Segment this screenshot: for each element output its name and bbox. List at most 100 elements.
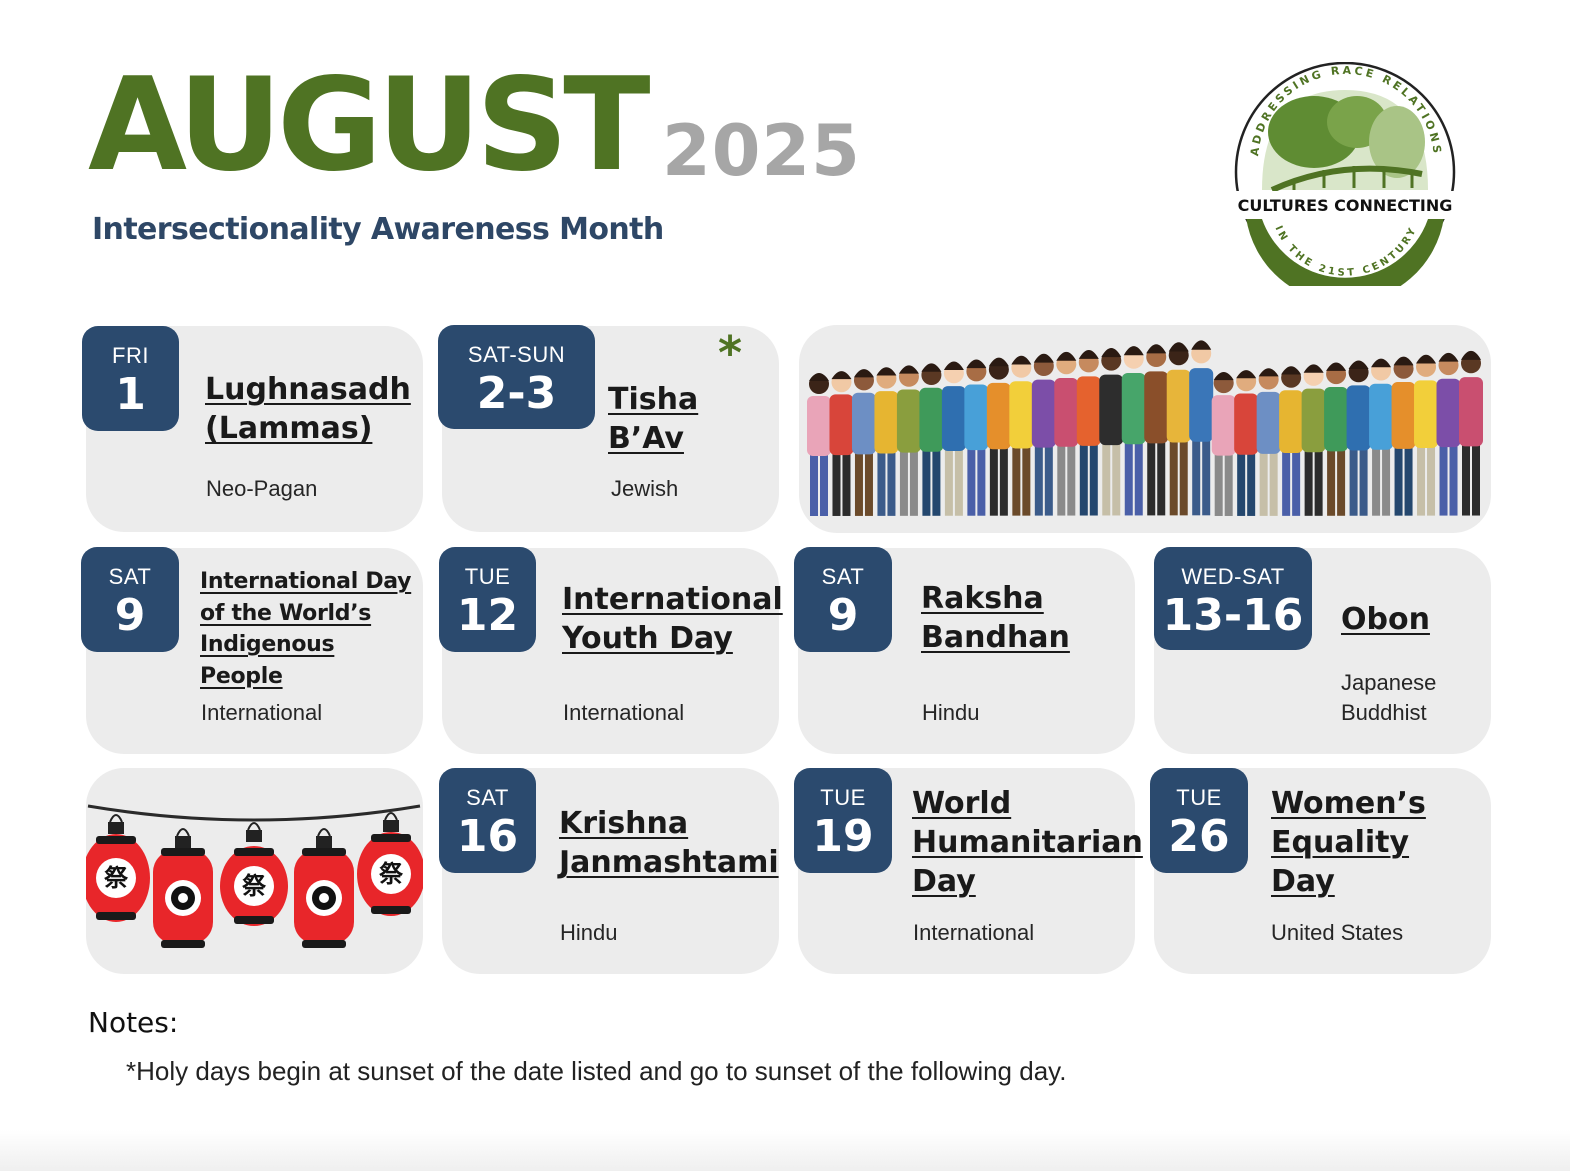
badge-weekday: SAT (821, 564, 865, 589)
svg-text:CULTURES CONNECTING: CULTURES CONNECTING (1238, 196, 1453, 215)
crowd-person-shape (921, 363, 942, 372)
crowd-person-shape (1157, 438, 1166, 516)
svg-text:祭: 祭 (242, 872, 267, 900)
event-tradition: Jewish (611, 476, 679, 501)
event-card-international-youth-day: TUE 12 International Youth Day Internatio… (439, 547, 783, 754)
crowd-person-shape (1214, 451, 1223, 516)
crowd-person-shape (1099, 374, 1124, 446)
crowd-person-shape (864, 449, 873, 516)
crowd-person-shape (919, 387, 944, 452)
badge-weekday: TUE (1176, 785, 1222, 810)
crowd-person-shape (1236, 370, 1257, 379)
crowd-person-shape (1427, 442, 1436, 516)
crowd-person-shape (809, 373, 829, 381)
date-badge: SAT 9 (81, 547, 179, 652)
crowd-person-shape (1304, 447, 1313, 516)
crowd-person-shape (1462, 441, 1470, 516)
event-tradition: International (201, 700, 323, 725)
crowd-person-shape (810, 451, 818, 516)
event-card-krishna-janmashtami: SAT 16 Krishna Janmashtami Hindu (439, 768, 779, 974)
event-title-link[interactable]: Lughnasadh (Lammas) (205, 372, 411, 446)
crowd-person-shape (1324, 386, 1349, 452)
crowd-person-shape (909, 447, 918, 516)
crowd-person-shape (1101, 348, 1122, 358)
badge-weekday: SAT-SUN (467, 342, 566, 367)
crowd-person-shape (1033, 353, 1054, 363)
date-badge: TUE 12 (439, 547, 536, 652)
crowd-person-shape (1102, 439, 1111, 516)
japanese-lanterns-illustration: 祭 祭 祭 (86, 768, 423, 974)
lantern: 祭 (220, 822, 288, 926)
crowd-person-shape (1202, 436, 1211, 516)
crowd-person-shape (1123, 346, 1144, 356)
crowd-person-shape (874, 391, 899, 454)
crowd-person-shape (1057, 441, 1066, 516)
crowd-person-shape (1348, 360, 1369, 370)
crowd-person-shape (1089, 440, 1098, 516)
crowd-person-shape (1292, 448, 1301, 516)
crowd-person-shape (1438, 352, 1459, 362)
badge-date: 2-3 (476, 368, 557, 419)
event-card-obon: WED-SAT 13-16 Obon Japanese Buddhist (1154, 547, 1491, 754)
event-card-lughnasadh: FRI 1 Lughnasadh (Lammas) Neo-Pagan (82, 326, 423, 532)
crowd-person-shape (999, 444, 1008, 516)
crowd-person-shape (1067, 441, 1076, 516)
year-title: 2025 (662, 110, 861, 192)
badge-weekday: TUE (464, 564, 511, 589)
crowd-person-shape (954, 446, 963, 516)
crowd-person-shape (1391, 382, 1416, 449)
event-card-world-humanitarian-day: TUE 19 World Humanitarian Day Internationa… (794, 768, 1143, 974)
date-badge: TUE 26 (1150, 768, 1248, 873)
crowd-person-shape (1022, 443, 1031, 516)
month-title: AUGUST (88, 51, 651, 200)
svg-text:祭: 祭 (104, 864, 129, 892)
crowd-person-shape (1449, 442, 1458, 516)
crowd-person-shape (941, 386, 966, 451)
crowd-person-shape (1076, 376, 1101, 446)
crowd-person-shape (986, 382, 1011, 450)
crowd-person-shape (1279, 390, 1304, 454)
event-title-link[interactable]: International Day of the World’s Indigenou… (200, 569, 412, 689)
badge-date: 1 (115, 369, 146, 420)
crowd-person-shape (1112, 439, 1121, 516)
date-badge: SAT-SUN 2-3 (438, 325, 595, 429)
crowd-person-shape (1012, 443, 1021, 516)
date-badge: TUE 19 (794, 768, 892, 873)
crowd-person-shape (853, 369, 874, 378)
diverse-people-illustration (799, 325, 1491, 533)
event-tradition: Japanese Buddhist (1341, 670, 1437, 725)
lanterns-image: 祭 祭 祭 (86, 804, 423, 948)
event-tradition: Neo-Pagan (206, 476, 318, 501)
event-title-link[interactable]: Raksha Bandhan (921, 581, 1070, 655)
cultures-connecting-logo: ADDRESSING RACE RELATIONS CULTURES CONNE… (1234, 62, 1456, 286)
event-title-link[interactable]: Obon (1341, 602, 1430, 637)
crowd-person-shape (1416, 354, 1437, 364)
page-bottom-edge (0, 1130, 1570, 1171)
crowd-person-shape (964, 384, 989, 451)
badge-date: 16 (456, 811, 519, 862)
event-title-link[interactable]: International Youth Day (562, 582, 783, 656)
crowd-person-shape (820, 451, 828, 516)
event-title-link[interactable]: Women’s Equality Day (1271, 786, 1426, 899)
crowd-person-shape (1147, 438, 1156, 516)
crowd-person-shape (1009, 381, 1034, 449)
event-title-link[interactable]: World Humanitarian Day (912, 786, 1143, 899)
badge-date: 13-16 (1162, 590, 1304, 641)
crowd-person-shape (831, 371, 852, 380)
crowd-person-shape (1078, 349, 1099, 359)
lantern (153, 828, 213, 948)
event-title-link[interactable]: Krishna Janmashtami (559, 806, 779, 880)
crowd-person-shape (967, 445, 976, 516)
crowd-person-shape (1146, 344, 1167, 354)
crowd-person-shape (1349, 445, 1358, 516)
crowd-person-shape (1224, 451, 1233, 516)
crowd-person-shape (1247, 450, 1256, 516)
crowd-person-shape (1459, 377, 1483, 447)
crowd-person-shape (1372, 444, 1381, 516)
crowd-person-shape (1169, 437, 1178, 516)
event-title-link[interactable]: Tisha B’Av (608, 382, 699, 456)
crowd-person-shape (1461, 350, 1481, 360)
crowd-person-shape (1011, 355, 1032, 365)
crowd-person-shape (898, 365, 919, 374)
crowd-person-shape (877, 448, 886, 516)
